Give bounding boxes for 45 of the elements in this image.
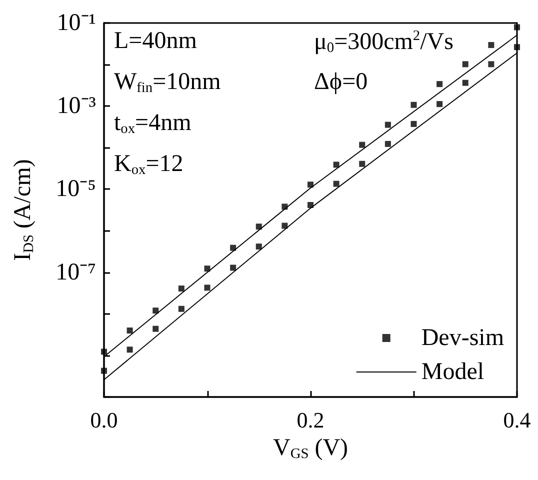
y-tick-label: 10⁻⁵: [56, 176, 96, 202]
point: [488, 61, 494, 68]
point: [178, 286, 184, 292]
legend-label: Model: [421, 359, 484, 385]
point: [410, 120, 417, 127]
point: [126, 346, 133, 353]
point: [282, 222, 288, 229]
point: [101, 368, 107, 374]
point: [514, 24, 520, 30]
point: [359, 142, 366, 148]
point: [462, 61, 468, 68]
point: [462, 80, 468, 86]
point: [204, 284, 210, 291]
annotation: L=40nm: [114, 28, 198, 54]
point: [256, 224, 262, 230]
point: [152, 308, 159, 314]
point: [333, 162, 340, 168]
point: [436, 101, 443, 108]
point: [126, 328, 133, 334]
x-tick-label: 0.4: [503, 408, 531, 432]
y-axis-title: IDS (A/cm): [10, 159, 37, 261]
point: [230, 244, 236, 251]
point: [359, 160, 366, 167]
y-tick-label: 10⁻⁷: [56, 259, 96, 286]
y-tick-label: 10⁻¹: [56, 10, 96, 36]
x-tick-label: 0.0: [90, 408, 118, 432]
y-tick-label: 10⁻³: [56, 93, 96, 120]
point: [204, 266, 210, 272]
point: [436, 81, 443, 88]
annotation: Δϕ=0: [314, 69, 368, 95]
point: [410, 102, 417, 108]
point: [488, 42, 494, 48]
point: [514, 44, 520, 50]
point: [384, 140, 391, 147]
point: [230, 264, 236, 271]
point: [308, 182, 314, 188]
legend-label: Dev-sim: [421, 325, 504, 351]
point: [333, 180, 340, 187]
point: [178, 306, 184, 312]
x-tick-label: 0.2: [296, 408, 324, 432]
point: [308, 202, 314, 208]
point: [384, 122, 391, 128]
point: [256, 244, 262, 250]
point: [101, 348, 107, 355]
point: [152, 326, 159, 332]
